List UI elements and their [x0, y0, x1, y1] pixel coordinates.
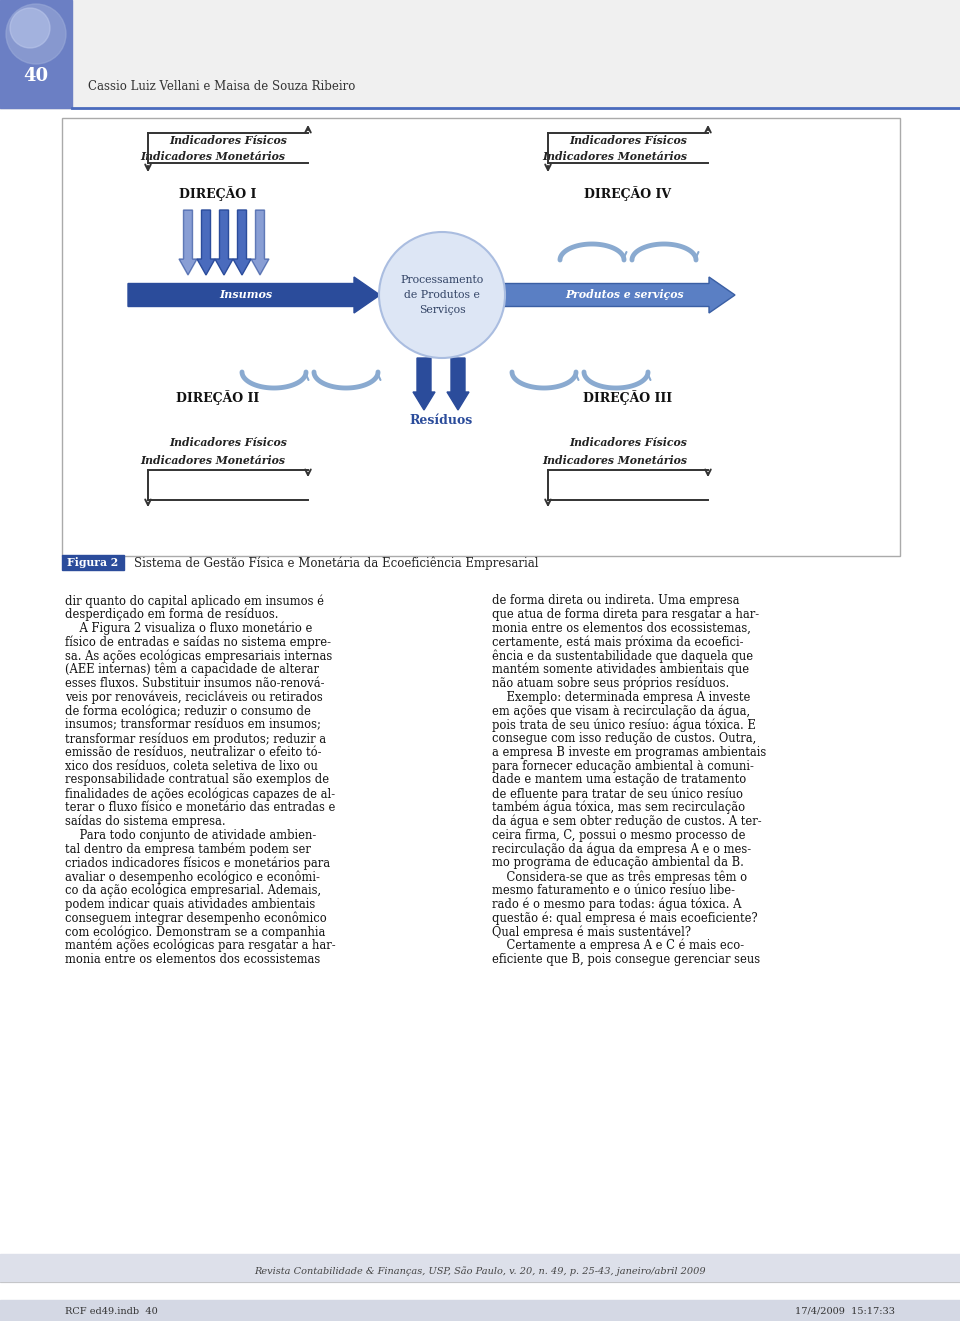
Text: veis por renováveis, recicláveis ou retirados: veis por renováveis, recicláveis ou reti… [65, 691, 323, 704]
Text: 17/4/2009  15:17:33: 17/4/2009 15:17:33 [795, 1306, 895, 1316]
Text: ência e da sustentabilidade que daquela que: ência e da sustentabilidade que daquela … [492, 649, 754, 663]
Text: dade e mantem uma estação de tratamento: dade e mantem uma estação de tratamento [492, 773, 746, 786]
Text: Indicadores Físicos: Indicadores Físicos [169, 135, 287, 145]
Text: DIREÇÃO III: DIREÇÃO III [584, 390, 673, 406]
Text: emissão de resíduos, neutralizar o efeito tó-: emissão de resíduos, neutralizar o efeit… [65, 746, 322, 758]
Text: Revista Contabilidade & Finanças, USP, São Paulo, v. 20, n. 49, p. 25-43, janeir: Revista Contabilidade & Finanças, USP, S… [254, 1266, 706, 1276]
Text: avaliar o desempenho ecológico e econômi-: avaliar o desempenho ecológico e econômi… [65, 871, 320, 884]
Text: criados indicadores físicos e monetários para: criados indicadores físicos e monetários… [65, 856, 330, 869]
Text: ceira firma, C, possui o mesmo processo de: ceira firma, C, possui o mesmo processo … [492, 828, 746, 841]
Text: DIREÇÃO I: DIREÇÃO I [180, 186, 256, 201]
Text: Considera-se que as três empresas têm o: Considera-se que as três empresas têm o [492, 871, 747, 884]
Text: mo programa de educação ambiental da B.: mo programa de educação ambiental da B. [492, 856, 744, 869]
Bar [62, 118, 900, 556]
Text: Produtos e serviços: Produtos e serviços [565, 289, 684, 300]
Text: Indicadores Monetários: Indicadores Monetários [542, 152, 687, 162]
Text: Certamente a empresa A e C é mais eco-: Certamente a empresa A e C é mais eco- [492, 939, 744, 952]
Text: xico dos resíduos, coleta seletiva de lixo ou: xico dos resíduos, coleta seletiva de li… [65, 760, 318, 773]
Text: responsabilidade contratual são exemplos de: responsabilidade contratual são exemplos… [65, 773, 329, 786]
Text: Resíduos: Resíduos [409, 413, 472, 427]
Text: Para todo conjunto de atividade ambien-: Para todo conjunto de atividade ambien- [65, 828, 316, 841]
Text: Cassio Luiz Vellani e Maisa de Souza Ribeiro: Cassio Luiz Vellani e Maisa de Souza Rib… [88, 79, 355, 92]
Text: A Figura 2 visualiza o fluxo monetário e: A Figura 2 visualiza o fluxo monetário e [65, 622, 312, 635]
Text: físico de entradas e saídas no sistema empre-: físico de entradas e saídas no sistema e… [65, 635, 331, 649]
Text: (AEE internas) têm a capacidade de alterar: (AEE internas) têm a capacidade de alter… [65, 663, 319, 676]
Text: transformar resíduos em produtos; reduzir a: transformar resíduos em produtos; reduzi… [65, 732, 326, 745]
Text: da água e sem obter redução de custos. A ter-: da água e sem obter redução de custos. A… [492, 815, 761, 828]
Text: Indicadores Físicos: Indicadores Físicos [569, 437, 687, 449]
Text: mesmo faturamento e o único resíuo libe-: mesmo faturamento e o único resíuo libe- [492, 884, 735, 897]
Text: Sistema de Gestão Física e Monetária da Ecoeficiência Empresarial: Sistema de Gestão Física e Monetária da … [134, 556, 539, 569]
FancyArrow shape [197, 210, 215, 275]
FancyArrow shape [233, 210, 251, 275]
Bar [62, 555, 124, 569]
Bar [0, 0, 72, 108]
Text: DIREÇÃO IV: DIREÇÃO IV [585, 186, 672, 201]
Text: recirculação da água da empresa A e o mes-: recirculação da água da empresa A e o me… [492, 843, 751, 856]
Circle shape [379, 232, 505, 358]
Text: não atuam sobre seus próprios resíduos.: não atuam sobre seus próprios resíduos. [492, 676, 730, 691]
Circle shape [6, 4, 66, 63]
Text: saídas do sistema empresa.: saídas do sistema empresa. [65, 815, 226, 828]
Text: questão é: qual empresa é mais ecoeficiente?: questão é: qual empresa é mais ecoeficie… [492, 911, 757, 925]
Text: Indicadores Monetários: Indicadores Monetários [542, 454, 687, 465]
Text: consegue com isso redução de custos. Outra,: consegue com isso redução de custos. Out… [492, 732, 756, 745]
Text: conseguem integrar desempenho econômico: conseguem integrar desempenho econômico [65, 911, 326, 925]
Text: monia entre os elementos dos ecossistemas: monia entre os elementos dos ecossistema… [65, 952, 321, 966]
Text: mantém ações ecológicas para resgatar a har-: mantém ações ecológicas para resgatar a … [65, 939, 336, 952]
Text: de forma ecológica; reduzir o consumo de: de forma ecológica; reduzir o consumo de [65, 704, 311, 717]
Text: monia entre os elementos dos ecossistemas,: monia entre os elementos dos ecossistema… [492, 622, 751, 634]
FancyArrow shape [447, 358, 469, 410]
Text: Indicadores Monetários: Indicadores Monetários [140, 454, 285, 465]
Text: Qual empresa é mais sustentável?: Qual empresa é mais sustentável? [492, 925, 691, 939]
FancyArrow shape [504, 277, 735, 313]
Bar [0, 1300, 960, 1321]
Text: Figura 2: Figura 2 [67, 557, 119, 568]
FancyArrow shape [251, 210, 269, 275]
FancyArrow shape [128, 277, 380, 313]
Text: Processamento
de Produtos e
Serviços: Processamento de Produtos e Serviços [400, 275, 484, 314]
Circle shape [10, 8, 50, 48]
Text: RCF ed49.indb  40: RCF ed49.indb 40 [65, 1306, 157, 1316]
Text: podem indicar quais atividades ambientais: podem indicar quais atividades ambientai… [65, 897, 315, 910]
Text: Indicadores Físicos: Indicadores Físicos [169, 437, 287, 449]
Text: finalidades de ações ecológicas capazes de al-: finalidades de ações ecológicas capazes … [65, 787, 335, 801]
Text: a empresa B investe em programas ambientais: a empresa B investe em programas ambient… [492, 746, 766, 758]
Text: Exemplo: determinada empresa A investe: Exemplo: determinada empresa A investe [492, 691, 751, 704]
Text: com ecológico. Demonstram se a companhia: com ecológico. Demonstram se a companhia [65, 925, 325, 939]
Text: pois trata de seu único resíuo: água tóxica. E: pois trata de seu único resíuo: água tóx… [492, 719, 756, 732]
Text: que atua de forma direta para resgatar a har-: que atua de forma direta para resgatar a… [492, 608, 759, 621]
Text: Insumos: Insumos [220, 289, 273, 300]
Text: também água tóxica, mas sem recirculação: também água tóxica, mas sem recirculação [492, 801, 745, 815]
Text: esses fluxos. Substituir insumos não-renová-: esses fluxos. Substituir insumos não-ren… [65, 676, 324, 690]
Text: dir quanto do capital aplicado em insumos é: dir quanto do capital aplicado em insumo… [65, 594, 324, 608]
Text: terar o fluxo físico e monetário das entradas e: terar o fluxo físico e monetário das ent… [65, 801, 335, 814]
Text: co da ação ecológica empresarial. Ademais,: co da ação ecológica empresarial. Ademai… [65, 884, 322, 897]
Text: de forma direta ou indireta. Uma empresa: de forma direta ou indireta. Uma empresa [492, 594, 739, 608]
Text: Indicadores Monetários: Indicadores Monetários [140, 152, 285, 162]
Text: insumos; transformar resíduos em insumos;: insumos; transformar resíduos em insumos… [65, 719, 321, 732]
Text: Indicadores Físicos: Indicadores Físicos [569, 135, 687, 145]
Text: desperdiçado em forma de resíduos.: desperdiçado em forma de resíduos. [65, 608, 278, 621]
Bar [0, 1254, 960, 1281]
Text: em ações que visam à recirculação da água,: em ações que visam à recirculação da águ… [492, 704, 750, 717]
FancyArrow shape [215, 210, 233, 275]
Text: para fornecer educação ambiental à comuni-: para fornecer educação ambiental à comun… [492, 760, 754, 773]
Text: tal dentro da empresa também podem ser: tal dentro da empresa também podem ser [65, 843, 311, 856]
Text: sa. As ações ecológicas empresariais internas: sa. As ações ecológicas empresariais int… [65, 649, 332, 663]
Text: DIREÇÃO II: DIREÇÃO II [177, 390, 259, 406]
FancyArrow shape [413, 358, 435, 410]
Text: eficiente que B, pois consegue gerenciar seus: eficiente que B, pois consegue gerenciar… [492, 952, 760, 966]
Text: rado é o mesmo para todas: água tóxica. A: rado é o mesmo para todas: água tóxica. … [492, 897, 741, 911]
FancyArrow shape [179, 210, 197, 275]
Text: 40: 40 [23, 67, 49, 85]
Text: de efluente para tratar de seu único resíuo: de efluente para tratar de seu único res… [492, 787, 743, 801]
Text: certamente, está mais próxima da ecoefici-: certamente, está mais próxima da ecoefic… [492, 635, 743, 649]
Text: mantém somente atividades ambientais que: mantém somente atividades ambientais que [492, 663, 749, 676]
